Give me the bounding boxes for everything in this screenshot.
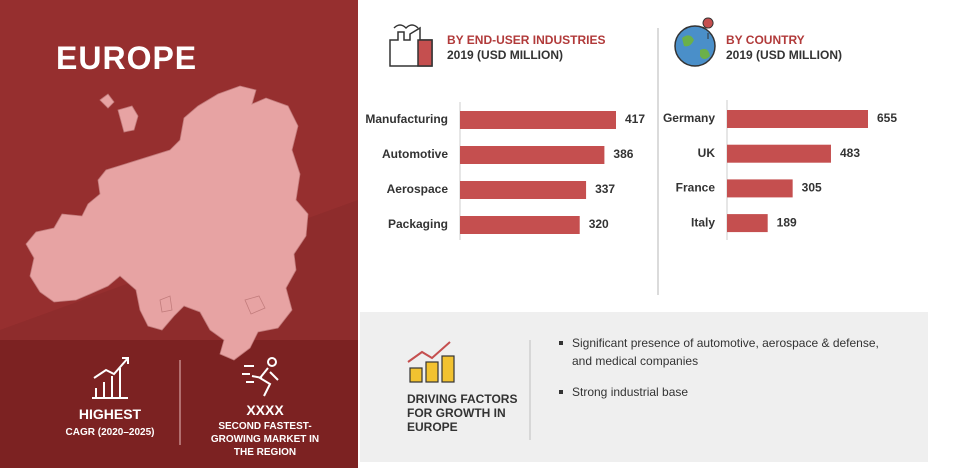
stat-text: THE REGION xyxy=(233,447,297,458)
bar xyxy=(727,214,768,233)
bar xyxy=(460,146,605,164)
value-label: 386 xyxy=(613,147,633,161)
category-label: Italy xyxy=(691,215,715,229)
value-label: 655 xyxy=(877,111,897,125)
runner-icon xyxy=(242,357,279,397)
chart-title: BY COUNTRY xyxy=(726,33,805,47)
stat-text: GROWING MARKET IN xyxy=(210,434,320,445)
globe-icon xyxy=(674,17,716,67)
value-label: 320 xyxy=(589,217,609,231)
europe-map xyxy=(25,85,309,361)
stat-headline: XXXX xyxy=(246,402,284,418)
bar xyxy=(727,144,831,163)
driver-bullet: Strong industrial base xyxy=(559,383,902,401)
category-label: Manufacturing xyxy=(365,112,448,126)
stat-text: SECOND FASTEST- xyxy=(218,421,312,432)
factory-icon xyxy=(389,24,433,67)
drivers-title-line: DRIVING FACTORS xyxy=(407,392,518,406)
chart-title: BY END-USER INDUSTRIES xyxy=(447,33,606,47)
category-label: Automotive xyxy=(382,147,448,161)
bar xyxy=(460,111,616,129)
stat-headline: HIGHEST xyxy=(78,406,142,422)
category-label: Germany xyxy=(663,111,715,125)
stats-panel xyxy=(0,340,358,468)
chart-subtitle: 2019 (USD MILLION) xyxy=(726,48,843,62)
value-label: 189 xyxy=(777,215,797,229)
chart-subtitle: 2019 (USD MILLION) xyxy=(447,48,564,62)
value-label: 305 xyxy=(802,181,822,195)
drivers-title-line: EUROPE xyxy=(407,420,458,434)
category-label: Aerospace xyxy=(387,182,449,196)
bar xyxy=(727,110,868,128)
drivers-panel xyxy=(360,312,928,462)
drivers-title: DRIVING FACTORS FOR GROWTH IN EUROPE xyxy=(407,392,517,434)
drivers-title-line: FOR GROWTH IN xyxy=(407,406,506,420)
bar xyxy=(727,179,793,198)
bar xyxy=(460,181,587,199)
category-label: UK xyxy=(698,146,716,160)
driver-bullet: Significant presence of automotive, aero… xyxy=(559,334,902,370)
category-label: France xyxy=(676,181,716,195)
category-label: Packaging xyxy=(388,217,448,231)
value-label: 417 xyxy=(625,112,645,126)
coins-icon xyxy=(407,341,455,383)
stat-text: CAGR (2020–2025) xyxy=(65,427,155,438)
value-label: 483 xyxy=(840,146,860,160)
region-title: EUROPE xyxy=(56,40,198,76)
value-label: 337 xyxy=(595,182,615,196)
bar xyxy=(460,216,580,234)
growth-icon xyxy=(92,357,129,399)
